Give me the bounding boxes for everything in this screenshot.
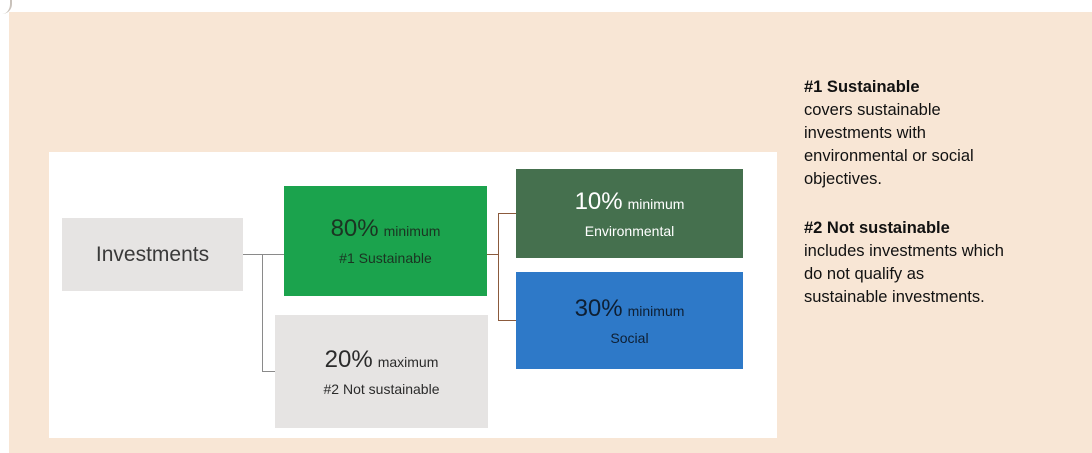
sustainable-qualifier: minimum: [383, 223, 441, 239]
social-percent: 30%: [574, 294, 623, 322]
environmental-qualifier: minimum: [627, 195, 685, 212]
sustainable-box: 80% minimum #1 Sustainable: [284, 186, 487, 296]
legend: #1 Sustainable covers sustainable invest…: [804, 76, 1004, 309]
investment-allocation-diagram: Investments 80% minimum #1 Sustainable 10…: [49, 152, 777, 438]
environmental-percent: 10%: [574, 187, 623, 215]
connector-sustainable-horizontal: [487, 254, 499, 255]
legend-term: #2 Not sustainable: [804, 219, 950, 237]
social-label: Social: [610, 329, 649, 346]
legend-description: covers sustainable investments with envi…: [804, 101, 974, 188]
legend-item-not-sustainable: #2 Not sustainable includes investments …: [804, 217, 1004, 309]
sustainable-percent: 80%: [330, 215, 379, 242]
not-sustainable-qualifier: maximum: [377, 353, 439, 370]
legend-item-sustainable: #1 Sustainable covers sustainable invest…: [804, 76, 1004, 191]
connector-to-environmental: [498, 213, 516, 214]
investments-box: Investments: [62, 218, 243, 291]
investments-label: Investments: [95, 242, 210, 266]
connector-to-sustainable: [262, 254, 284, 255]
social-qualifier: minimum: [627, 302, 685, 319]
environmental-box: 10% minimum Environmental: [516, 169, 743, 258]
connector-root-vertical: [262, 254, 263, 372]
connector-sustainable-vertical: [498, 213, 499, 321]
connector-to-social: [498, 320, 516, 321]
connector-to-not-sustainable: [262, 371, 275, 372]
legend-description: includes investments which do not qualif…: [804, 242, 1004, 306]
not-sustainable-box: 20% maximum #2 Not sustainable: [275, 315, 488, 428]
connector-root-horizontal: [243, 254, 263, 255]
sustainable-label: #1 Sustainable: [339, 250, 432, 266]
legend-term: #1 Sustainable: [804, 78, 920, 96]
not-sustainable-label: #2 Not sustainable: [323, 380, 440, 397]
corner-mark: [0, 0, 12, 14]
environmental-label: Environmental: [584, 222, 675, 239]
social-box: 30% minimum Social: [516, 272, 743, 369]
not-sustainable-percent: 20%: [324, 345, 373, 373]
